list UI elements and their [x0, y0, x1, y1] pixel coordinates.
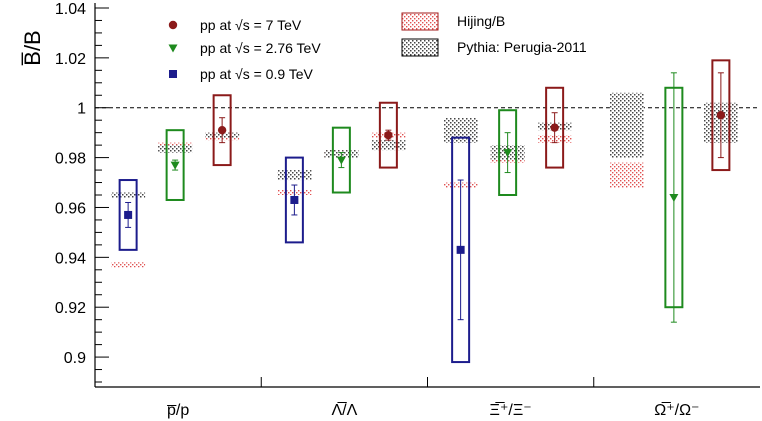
- syst-error-box: [331, 126, 351, 194]
- legend-label: pp at √s = 2.76 TeV: [200, 40, 321, 56]
- legend-label: pp at √s = 7 TeV: [200, 17, 302, 33]
- data-point-square: [290, 195, 299, 204]
- data-point-square: [456, 245, 465, 254]
- category-label: p̅/p: [167, 402, 190, 419]
- data-point-circle: [550, 123, 559, 132]
- model-band: [443, 117, 478, 143]
- syst-error-box: [378, 101, 398, 169]
- y-tick-label: 0.92: [55, 300, 86, 317]
- legend-marker-circle: [168, 20, 178, 30]
- data-point-circle: [716, 111, 726, 120]
- syst-error-box: [284, 156, 304, 244]
- y-tick-label: 1.02: [55, 51, 86, 68]
- legend-label: Hijing/B: [457, 13, 505, 29]
- model-bands: [111, 92, 738, 268]
- model-band: [609, 92, 644, 158]
- y-tick-label: 0.94: [55, 250, 86, 267]
- legend-marker-square: [169, 70, 177, 78]
- legend-label: Pythia: Perugia-2011: [457, 39, 587, 55]
- legend-model-swatch: [401, 12, 439, 31]
- legend-label: pp at √s = 0.9 TeV: [200, 66, 314, 82]
- category-label: Λ̅/Λ: [331, 401, 357, 419]
- legend: pp at √s = 7 TeV pp at √s = 2.76 TeV pp at…: [168, 12, 587, 82]
- x-axis: p̅/p Λ̅/Λ Ξ̅⁺/Ξ⁻ Ω̅⁺/Ω⁻: [167, 377, 700, 419]
- y-tick-label: 0.98: [55, 151, 86, 168]
- y-tick-label: 0.9: [64, 350, 86, 367]
- y-tick-label: 1: [77, 101, 86, 118]
- y-axis: 0.9 0.92 0.94 0.96 0.98 1 1.02 1.04: [55, 1, 109, 383]
- syst-error-box: [711, 59, 731, 172]
- syst-error-box: [545, 86, 565, 169]
- syst-error-box: [118, 179, 138, 251]
- syst-error-box: [451, 136, 471, 364]
- model-band: [158, 145, 193, 153]
- syst-error-box: [212, 94, 232, 167]
- legend-model-swatch: [401, 38, 439, 57]
- y-tick-label: 1.04: [55, 1, 86, 18]
- model-band: [111, 192, 146, 198]
- data-points: [118, 59, 731, 364]
- category-label: Ξ̅⁺/Ξ⁻: [490, 401, 532, 419]
- category-label: Ω̅⁺/Ω⁻: [654, 401, 699, 419]
- data-point-square: [124, 210, 133, 219]
- data-point-circle: [384, 130, 393, 140]
- syst-error-box: [498, 109, 518, 196]
- plot-frame: [94, 3, 760, 388]
- model-band: [609, 162, 644, 188]
- y-axis-label: B̅/B: [20, 30, 45, 66]
- data-point-triangle: [669, 193, 679, 202]
- data-point-circle: [217, 125, 227, 135]
- data-point-triangle: [170, 161, 180, 170]
- model-band: [111, 262, 146, 268]
- syst-error-box: [165, 129, 185, 201]
- data-point-triangle: [336, 156, 346, 165]
- model-band: [277, 170, 312, 181]
- data-point-triangle: [503, 149, 513, 158]
- model-band: [371, 140, 406, 151]
- legend-marker-triangle: [168, 44, 178, 53]
- y-tick-label: 0.96: [55, 200, 86, 217]
